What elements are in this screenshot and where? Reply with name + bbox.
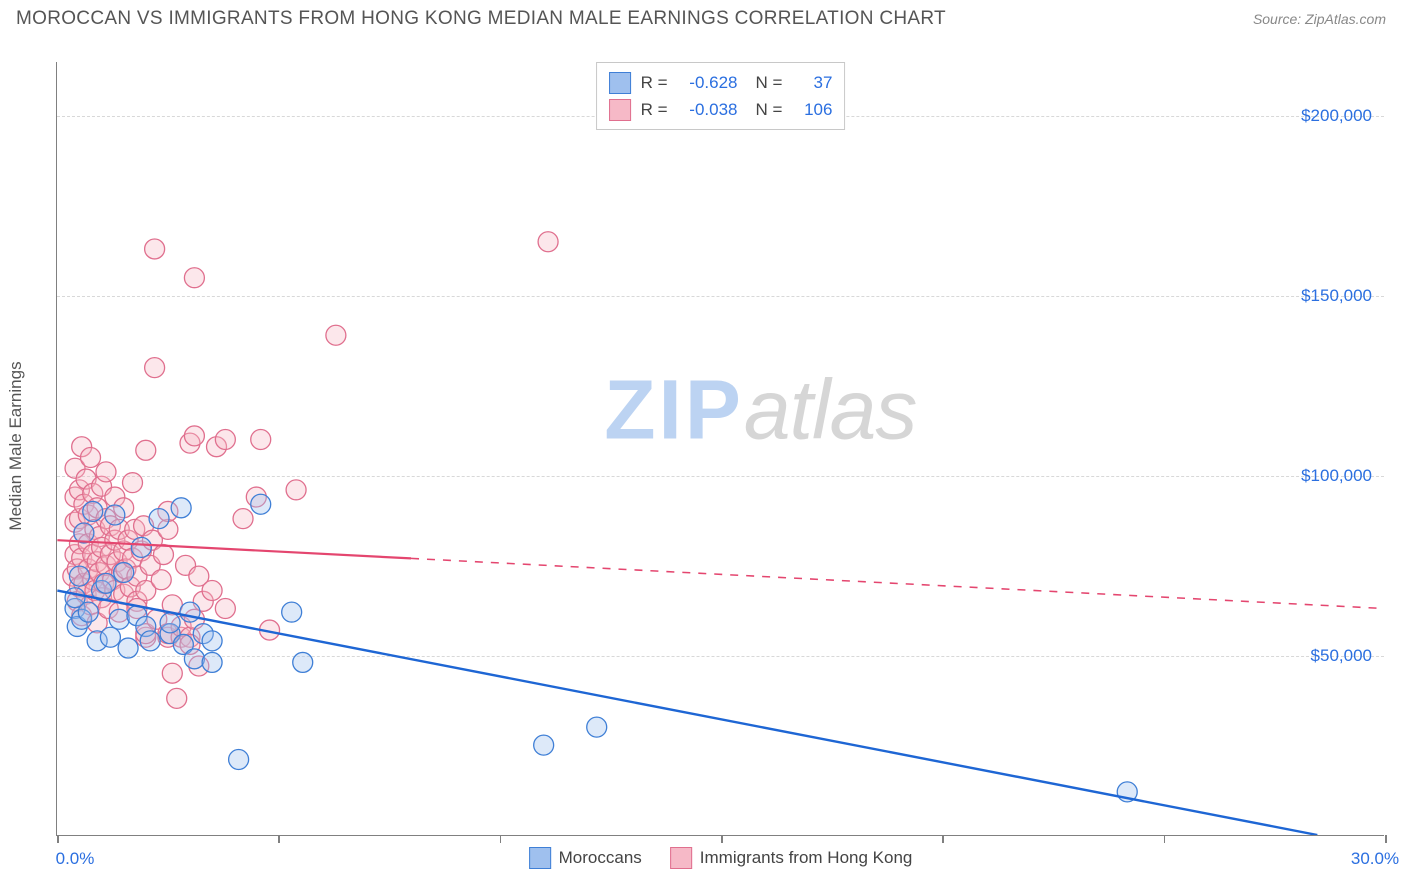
legend-row-series-1: R = -0.038 N = 106 [609,96,833,123]
scatter-point [184,426,204,446]
regression-line-dashed [411,558,1384,608]
scatter-point [286,480,306,500]
scatter-point [171,498,191,518]
scatter-point [162,663,182,683]
scatter-point [136,440,156,460]
legend-swatch-series-1 [609,99,631,121]
scatter-point [251,494,271,514]
scatter-point [69,566,89,586]
scatter-point [538,232,558,252]
n-value-series-1: 106 [792,96,832,123]
scatter-point [293,652,313,672]
legend-item-series-1: Immigrants from Hong Kong [670,847,913,869]
scatter-point [74,523,94,543]
scatter-point [153,545,173,565]
scatter-point [202,652,222,672]
x-tick [57,835,59,843]
x-tick [721,835,723,843]
x-tick [942,835,944,843]
regression-line [57,591,1317,835]
legend-swatch-series-1 [670,847,692,869]
scatter-point [100,627,120,647]
scatter-point [229,750,249,770]
scatter-point [184,268,204,288]
chart-title: MOROCCAN VS IMMIGRANTS FROM HONG KONG ME… [16,8,946,30]
r-label: R = [641,96,668,123]
scatter-point [109,609,129,629]
chart-header: MOROCCAN VS IMMIGRANTS FROM HONG KONG ME… [0,0,1406,34]
scatter-point [96,573,116,593]
source-prefix: Source: [1253,11,1305,27]
legend-item-series-0: Moroccans [529,847,642,869]
scatter-point [114,563,134,583]
n-label: N = [756,96,783,123]
scatter-point [184,649,204,669]
x-tick-label: 0.0% [56,849,95,869]
r-value-series-1: -0.038 [678,96,738,123]
n-label: N = [756,69,783,96]
scatter-point [151,570,171,590]
scatter-point [131,537,151,557]
scatter-point [140,631,160,651]
legend-label-series-0: Moroccans [559,848,642,868]
legend-label-series-1: Immigrants from Hong Kong [700,848,913,868]
x-tick [1385,835,1387,843]
y-axis-label: Median Male Earnings [6,361,26,530]
scatter-point [149,509,169,529]
plot-area: ZIPatlas R = -0.628 N = 37 R = -0.038 N … [56,62,1384,836]
scatter-point [105,505,125,525]
legend-swatch-series-0 [529,847,551,869]
x-tick [278,835,280,843]
legend-row-series-0: R = -0.628 N = 37 [609,69,833,96]
scatter-point [83,501,103,521]
scatter-point [145,358,165,378]
scatter-point [81,448,101,468]
legend-series: Moroccans Immigrants from Hong Kong [529,847,913,869]
scatter-point [202,581,222,601]
legend-swatch-series-0 [609,72,631,94]
scatter-point [215,599,235,619]
scatter-point [282,602,302,622]
x-tick [500,835,502,843]
scatter-point [145,239,165,259]
scatter-point [326,325,346,345]
source-name: ZipAtlas.com [1305,11,1386,27]
legend-correlation: R = -0.628 N = 37 R = -0.038 N = 106 [596,62,846,130]
r-value-series-0: -0.628 [678,69,738,96]
scatter-point [118,638,138,658]
scatter-point [96,462,116,482]
r-label: R = [641,69,668,96]
x-tick-label: 30.0% [1351,849,1399,869]
chart-svg [57,62,1384,835]
source-label: Source: ZipAtlas.com [1253,11,1386,27]
scatter-point [160,613,180,633]
scatter-point [202,631,222,651]
scatter-point [78,602,98,622]
scatter-point [534,735,554,755]
scatter-point [180,602,200,622]
scatter-point [251,430,271,450]
scatter-point [123,473,143,493]
scatter-point [587,717,607,737]
scatter-point [215,430,235,450]
scatter-point [233,509,253,529]
scatter-point [167,688,187,708]
x-tick [1164,835,1166,843]
n-value-series-0: 37 [792,69,832,96]
